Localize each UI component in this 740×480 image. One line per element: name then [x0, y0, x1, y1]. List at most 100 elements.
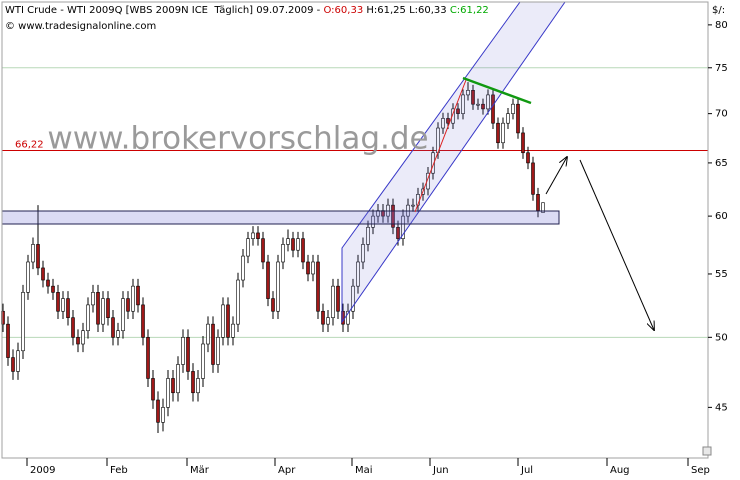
candle-body [66, 298, 70, 318]
candle-body [531, 162, 535, 195]
candle-body [106, 298, 110, 318]
x-tick-label: Feb [110, 465, 128, 476]
candle-body [446, 118, 450, 124]
candle-body [151, 378, 155, 401]
candle-body [36, 244, 40, 269]
candle-body [291, 238, 295, 251]
candle-body [171, 378, 175, 394]
candle-body [46, 279, 50, 287]
candle-body [521, 132, 525, 154]
candle-body [81, 330, 85, 345]
candle-body [116, 330, 120, 338]
candle-body [351, 285, 355, 312]
candle-body [451, 108, 455, 124]
candle-body [216, 337, 220, 365]
candle-body [191, 371, 195, 394]
candle-body [501, 122, 505, 144]
candle-body [516, 103, 520, 134]
candle-body [266, 261, 270, 299]
plot-frame [1, 1, 709, 459]
candle-body [26, 261, 30, 293]
candle-body [311, 261, 315, 275]
y-tick-label: 60 [715, 211, 728, 222]
candle-body [141, 304, 145, 338]
candle-body [136, 285, 140, 306]
candle-body [101, 298, 105, 325]
candle-body [256, 232, 260, 239]
candle-body [481, 103, 485, 110]
candle-body [61, 298, 65, 312]
header-part: H:61,25 [363, 5, 406, 16]
chart-header: WTI Crude - WTI 2009Q [WBS 2009N ICE Täg… [5, 5, 489, 16]
candle-body [401, 215, 405, 239]
candle-body [41, 267, 45, 281]
candle-body [306, 261, 310, 275]
candle-body [476, 103, 480, 106]
candle-body [221, 304, 225, 338]
candle-body [286, 238, 290, 245]
header-part: O:60,33 [323, 5, 363, 16]
candle-body [361, 244, 365, 263]
candle-body [331, 285, 335, 318]
y-tick-label: 80 [715, 20, 728, 31]
candle-body [301, 238, 305, 263]
candle-body [541, 202, 545, 213]
copyright: © www.tradesignalonline.com [5, 21, 156, 32]
candle-body [231, 323, 235, 338]
candle-body [346, 310, 350, 325]
header-part: L:60,33 [406, 5, 447, 16]
y-tick-label: 50 [715, 332, 728, 343]
candle-body [246, 238, 250, 257]
x-tick-label: Aug [610, 465, 630, 476]
x-tick-label: 2009 [30, 465, 55, 476]
candle-body [261, 238, 265, 263]
arrow-down [579, 159, 654, 330]
corner-icon [702, 446, 712, 456]
axis-unit-label: $/: [712, 5, 725, 16]
candle-body [316, 261, 320, 312]
x-tick-label: Sep [691, 465, 710, 476]
candle-body [16, 350, 20, 372]
y-tick-label: 45 [715, 402, 728, 413]
y-tick-label: 70 [715, 109, 728, 120]
candle-body [466, 90, 470, 96]
candle-body [486, 94, 490, 110]
candle-body [111, 317, 115, 338]
candle-body [356, 261, 360, 287]
candle-body [491, 94, 495, 124]
x-tick-label: Apr [278, 465, 296, 476]
candle-body [56, 292, 60, 312]
candle-body [526, 152, 530, 164]
candle-body [296, 238, 300, 251]
candle-body [131, 285, 135, 312]
candle-body [31, 244, 35, 263]
candle-body [86, 304, 90, 332]
candle-body [201, 343, 205, 379]
candle-body [226, 304, 230, 338]
candle-body [321, 310, 325, 325]
candle-body [121, 298, 125, 332]
candle-body [391, 204, 395, 228]
y-tick-label: 55 [715, 269, 728, 280]
y-tick-label: 75 [715, 63, 728, 74]
header-part: WTI Crude - WTI 2009Q [WBS 2009N ICE Täg… [5, 5, 323, 16]
candle-body [411, 204, 415, 207]
candle-body [51, 285, 55, 293]
candle-body [156, 399, 160, 423]
candle-body [21, 292, 25, 352]
candle-body [336, 285, 340, 312]
candle-body [496, 122, 500, 144]
header-part: C:61,22 [447, 5, 489, 16]
x-tick-label: Mai [355, 465, 373, 476]
plot-area: 66,22 [1, 67, 708, 433]
candle-body [241, 255, 245, 281]
candle-body [91, 292, 95, 306]
y-tick-label: 65 [715, 158, 728, 169]
candle-body [536, 194, 540, 211]
candle-body [431, 152, 435, 174]
candle-body [186, 337, 190, 372]
watermark: www.brokervorschlag.de [47, 121, 428, 157]
candle-body [196, 378, 200, 394]
candle-body [126, 298, 130, 312]
